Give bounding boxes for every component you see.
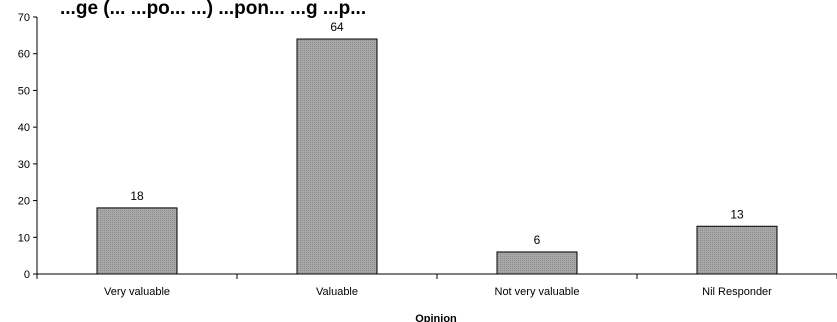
x-axis-label: Opinion bbox=[415, 313, 457, 322]
data-label: 18 bbox=[130, 189, 144, 203]
bar bbox=[96, 207, 178, 275]
bar bbox=[296, 38, 378, 275]
y-tick-label: 20 bbox=[18, 196, 30, 208]
y-tick-label: 70 bbox=[18, 12, 30, 24]
bar bbox=[496, 251, 578, 275]
y-tick-label: 50 bbox=[18, 85, 30, 97]
x-tick-label: Nil Responder bbox=[702, 286, 772, 298]
chart-title: ...ge (... ...po... ...) ...pon... ...g … bbox=[60, 0, 366, 19]
y-tick-label: 60 bbox=[18, 49, 30, 61]
y-axis: 0 10 20 30 40 50 60 70 bbox=[18, 12, 38, 281]
x-tick-label: Valuable bbox=[316, 286, 358, 298]
x-tick-label: Not very valuable bbox=[495, 286, 580, 298]
bars-group: 18 64 6 13 bbox=[96, 20, 778, 275]
y-tick-label: 40 bbox=[18, 122, 30, 134]
data-label: 64 bbox=[330, 20, 344, 34]
y-tick-label: 30 bbox=[18, 159, 30, 171]
data-label: 13 bbox=[730, 207, 744, 221]
y-tick-label: 10 bbox=[18, 232, 30, 244]
x-axis: Very valuable Valuable Not very valuable Ni… bbox=[36, 273, 837, 298]
x-tick-label: Very valuable bbox=[104, 286, 170, 298]
data-label: 6 bbox=[534, 233, 541, 247]
bar bbox=[696, 225, 778, 275]
y-tick-label: 0 bbox=[24, 269, 30, 281]
